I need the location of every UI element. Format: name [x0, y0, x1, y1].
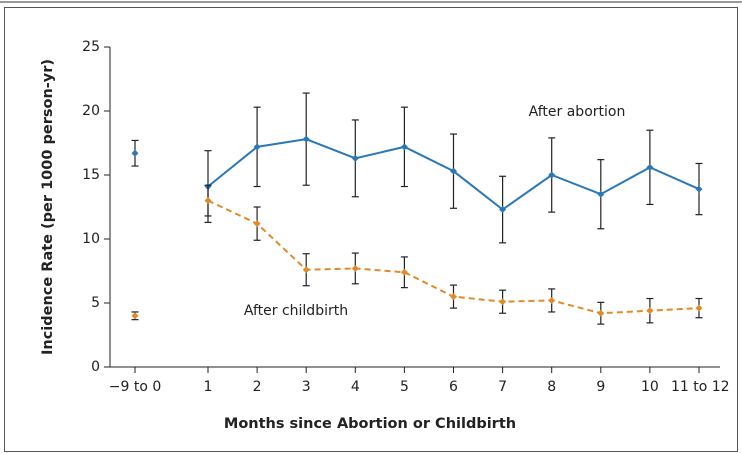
y-tick-label: 15: [82, 167, 100, 183]
x-tick-label: 7: [498, 379, 507, 395]
data-point: [450, 167, 457, 175]
x-tick-label: 4: [351, 379, 360, 395]
data-point: [548, 296, 556, 304]
data-point: [450, 293, 457, 301]
data-point: [400, 268, 408, 276]
y-axis-title: Incidence Rate (per 1000 person-yr): [40, 59, 56, 355]
data-point: [131, 149, 139, 157]
data-point: [695, 185, 703, 193]
data-point: [597, 190, 605, 198]
data-point: [400, 143, 408, 151]
x-tick-label: 1: [204, 379, 213, 395]
y-tick-label: 20: [82, 103, 100, 119]
x-tick-label: 8: [547, 379, 556, 395]
series-label: After childbirth: [244, 303, 348, 319]
data-point: [253, 143, 261, 151]
data-point: [302, 266, 310, 274]
x-axis-title: Months since Abortion or Childbirth: [224, 416, 516, 432]
data-point: [131, 312, 139, 320]
x-tick-label: 5: [400, 379, 409, 395]
data-point: [646, 163, 654, 171]
data-point: [253, 220, 261, 228]
y-tick-label: 25: [82, 39, 100, 55]
data-point: [499, 206, 507, 214]
data-point: [548, 171, 556, 179]
x-tick-label: 9: [596, 379, 605, 395]
x-tick-label: −9 to 0: [109, 379, 162, 395]
x-tick-label: 3: [302, 379, 311, 395]
data-point: [499, 298, 507, 306]
data-point: [351, 264, 359, 272]
series-label: After abortion: [529, 104, 626, 120]
y-tick-label: 0: [91, 359, 100, 375]
y-tick-label: 5: [91, 295, 100, 311]
data-point: [351, 154, 359, 162]
x-tick-label: 2: [253, 379, 262, 395]
data-point: [695, 304, 703, 312]
data-point: [302, 135, 310, 143]
data-point: [204, 197, 212, 205]
frame: [4, 7, 738, 452]
x-tick-label: 10: [641, 379, 659, 395]
data-point: [597, 309, 605, 317]
x-tick-label: 6: [449, 379, 458, 395]
y-tick-label: 10: [82, 231, 100, 247]
x-tick-label: 11 to 12: [671, 379, 730, 395]
data-point: [646, 307, 654, 315]
